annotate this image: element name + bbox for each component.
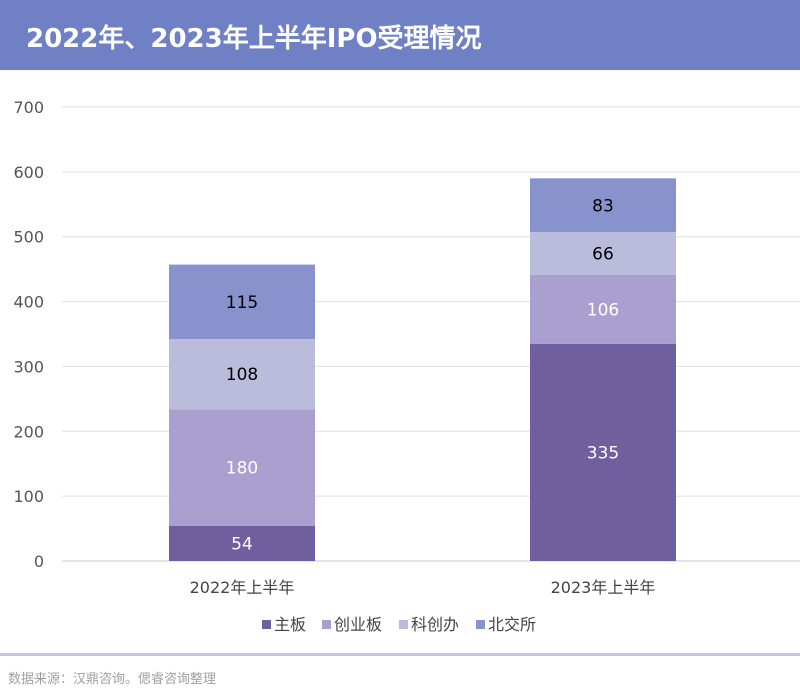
data-label: 115 (226, 293, 258, 313)
y-tick-label: 400 (13, 293, 44, 312)
bar-segment (530, 178, 676, 233)
divider (0, 653, 800, 656)
bar-segment (169, 409, 315, 526)
y-tick-label: 500 (13, 228, 44, 247)
y-tick-label: 0 (34, 552, 44, 571)
data-label: 83 (592, 196, 614, 216)
bar-segment (530, 274, 676, 344)
chart-title: 2022年、2023年上半年IPO受理情况 (26, 24, 482, 54)
y-tick-label: 300 (13, 357, 44, 376)
bar-segment (169, 339, 315, 410)
y-tick-label: 100 (13, 487, 44, 506)
title-bar: 2022年、2023年上半年IPO受理情况 (0, 0, 800, 70)
bar-segment (169, 264, 315, 340)
bar-segment (530, 343, 676, 561)
data-label: 335 (587, 443, 619, 463)
y-tick-label: 700 (13, 98, 44, 117)
legend-swatch (262, 620, 271, 629)
data-label: 106 (587, 300, 619, 320)
data-label: 54 (231, 534, 253, 554)
legend-label: 创业板 (334, 615, 382, 634)
legend-label: 北交所 (488, 615, 536, 634)
data-label: 66 (592, 245, 614, 265)
legend-label: 科创办 (411, 615, 459, 634)
legend-swatch (399, 620, 408, 629)
x-tick-label: 2023年上半年 (551, 578, 656, 597)
x-tick-label: 2022年上半年 (190, 578, 295, 597)
source-note: 数据来源：汉鼎咨询。偲睿咨询整理 (8, 672, 217, 687)
data-label: 108 (226, 365, 258, 385)
stacked-bar-chart: 0 100 200 300 400 500 600 700 54 180 108 115 2022年上半… (13, 98, 800, 634)
bar-segment (169, 525, 315, 561)
legend-label: 主板 (274, 615, 306, 634)
legend-swatch (476, 620, 485, 629)
data-label: 180 (226, 459, 258, 479)
y-tick-label: 200 (13, 422, 44, 441)
legend-swatch (322, 620, 331, 629)
bar-segment (530, 232, 676, 275)
y-tick-label: 600 (13, 163, 44, 182)
